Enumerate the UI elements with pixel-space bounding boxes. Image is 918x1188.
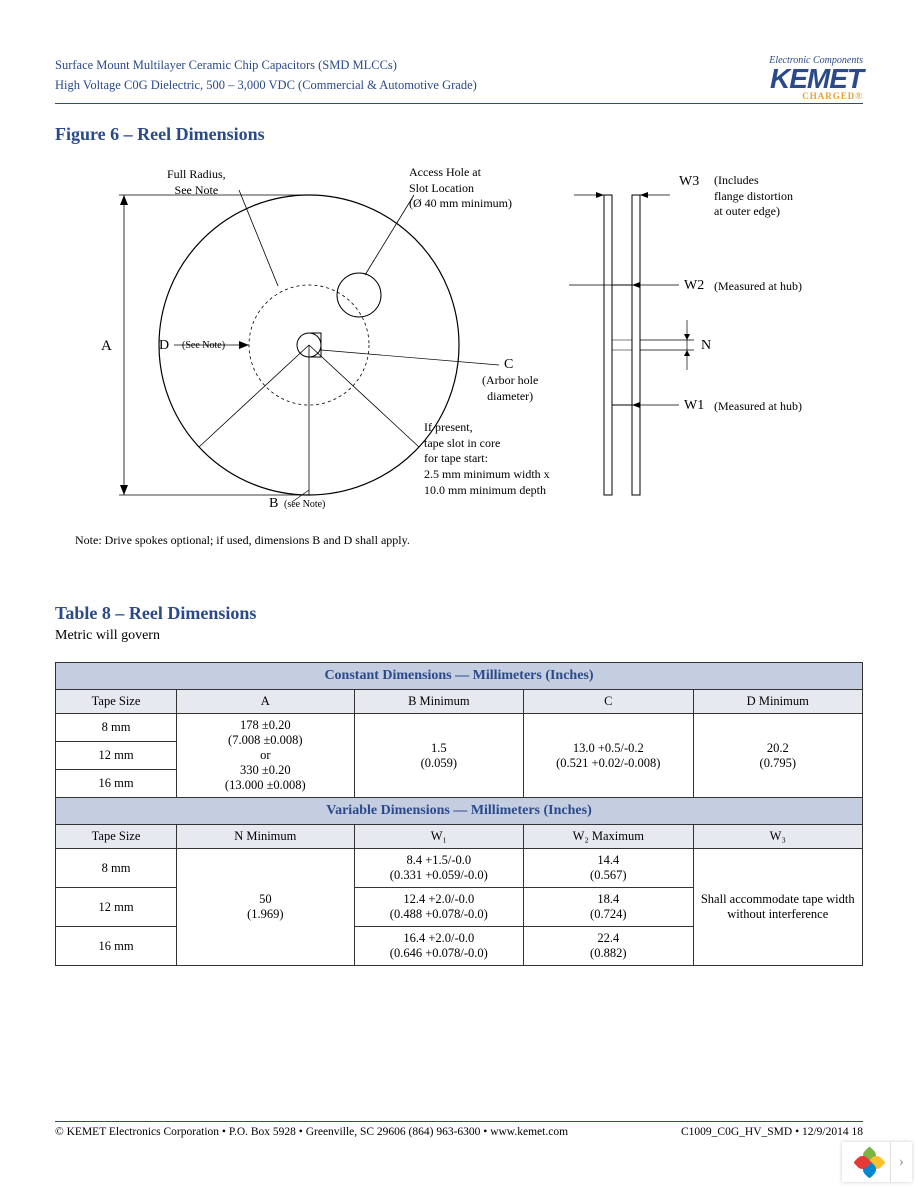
col-nmin: N Minimum [177, 825, 355, 849]
header-text: Surface Mount Multilayer Ceramic Chip Ca… [55, 55, 477, 95]
cell-w1-8: 8.4 +1.5/-0.0(0.331 +0.059/-0.0) [354, 849, 523, 888]
dim-a: A [101, 337, 112, 357]
label-see-note-d: (See Note) [182, 339, 225, 352]
dim-n: N [701, 337, 711, 355]
viewer-logo-icon [854, 1147, 884, 1177]
figure-title: Figure 6 – Reel Dimensions [55, 124, 863, 145]
label-see-note-b: (see Note) [284, 498, 325, 511]
page-header: Surface Mount Multilayer Ceramic Chip Ca… [55, 55, 863, 104]
col-w2max: W₂ Maximum [524, 825, 693, 849]
dim-b: B [269, 495, 278, 513]
dim-w1: W1 [684, 397, 704, 415]
col-dmin: D Minimum [693, 690, 862, 714]
label-full-radius: Full Radius,See Note [167, 167, 226, 198]
dim-w3: W3 [679, 173, 699, 191]
cell-w3: Shall accommodate tape widthwithout inte… [693, 849, 862, 966]
dim-c: C [504, 356, 513, 374]
col-c: C [524, 690, 693, 714]
label-w1: (Measured at hub) [714, 399, 802, 415]
cell-w2-12: 18.4(0.724) [524, 888, 693, 927]
label-access-hole: Access Hole atSlot Location(Ø 40 mm mini… [409, 165, 512, 212]
label-arbor: (Arbor holediameter) [482, 373, 538, 404]
footer-left: © KEMET Electronics Corporation • P.O. B… [55, 1126, 568, 1138]
footer-right: C1009_C0G_HV_SMD • 12/9/2014 18 [681, 1126, 863, 1138]
cell-v-tape12: 12 mm [56, 888, 177, 927]
table-govern: Metric will govern [55, 628, 863, 644]
cell-a: 178 ±0.20(7.008 ±0.008)or330 ±0.20(13.00… [177, 714, 355, 798]
band-variable: Variable Dimensions — Millimeters (Inche… [56, 798, 863, 825]
next-page-button[interactable]: › [890, 1142, 912, 1182]
cell-d: 20.2(0.795) [693, 714, 862, 798]
viewer-widget[interactable]: › [842, 1142, 912, 1182]
header-line1: Surface Mount Multilayer Ceramic Chip Ca… [55, 55, 477, 75]
brand-logo: KEMET [769, 66, 863, 91]
cell-b: 1.5(0.059) [354, 714, 523, 798]
header-line2: High Voltage C0G Dielectric, 500 – 3,000… [55, 75, 477, 95]
col-w3: W₃ [693, 825, 862, 849]
cell-w2-16: 22.4(0.882) [524, 927, 693, 966]
col-tape: Tape Size [56, 690, 177, 714]
col-bmin: B Minimum [354, 690, 523, 714]
cell-v-tape8: 8 mm [56, 849, 177, 888]
figure-note: Note: Drive spokes optional; if used, di… [75, 533, 863, 548]
col-tape2: Tape Size [56, 825, 177, 849]
cell-tape16: 16 mm [56, 770, 177, 798]
page-footer: © KEMET Electronics Corporation • P.O. B… [55, 1121, 863, 1138]
label-w3: (Includesflange distortionat outer edge) [714, 173, 793, 220]
cell-tape8: 8 mm [56, 714, 177, 742]
dim-d: D [159, 337, 169, 355]
cell-n: 50(1.969) [177, 849, 355, 966]
col-w1: W₁ [354, 825, 523, 849]
col-a: A [177, 690, 355, 714]
label-tape-slot: If present,tape slot in corefor tape sta… [424, 420, 550, 498]
cell-v-tape16: 16 mm [56, 927, 177, 966]
table-title: Table 8 – Reel Dimensions [55, 603, 863, 624]
brand-block: Electronic Components KEMET CHARGED® [769, 55, 863, 101]
dim-w2: W2 [684, 277, 704, 295]
cell-tape12: 12 mm [56, 742, 177, 770]
reel-dimensions-table: Constant Dimensions — Millimeters (Inche… [55, 662, 863, 966]
reel-diagram: Full Radius,See Note Access Hole atSlot … [69, 155, 849, 525]
cell-w2-8: 14.4(0.567) [524, 849, 693, 888]
cell-w1-12: 12.4 +2.0/-0.0(0.488 +0.078/-0.0) [354, 888, 523, 927]
label-w2: (Measured at hub) [714, 279, 802, 295]
cell-w1-16: 16.4 +2.0/-0.0(0.646 +0.078/-0.0) [354, 927, 523, 966]
cell-c: 13.0 +0.5/-0.2(0.521 +0.02/-0.008) [524, 714, 693, 798]
band-constant: Constant Dimensions — Millimeters (Inche… [56, 663, 863, 690]
